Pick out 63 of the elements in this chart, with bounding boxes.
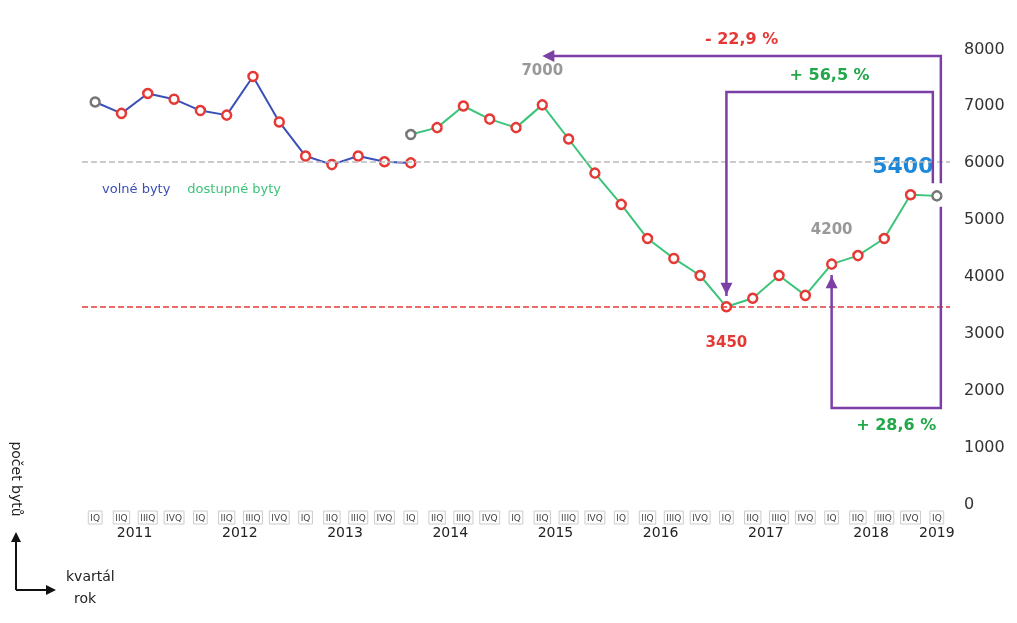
y-tick-label: 6000 bbox=[964, 152, 1005, 172]
text: 2013 bbox=[327, 524, 363, 540]
x-tick-label: IIQ bbox=[220, 512, 233, 523]
x-tick-label: IQ bbox=[511, 512, 521, 523]
y-tick-label: 5000 bbox=[964, 209, 1005, 229]
text: 2017 bbox=[748, 524, 784, 540]
x-tick-label: IIIQ bbox=[876, 512, 892, 523]
annotation: + 28,6 % bbox=[856, 415, 937, 434]
x-tick-label: IIQ bbox=[851, 512, 865, 523]
annotation: + 56,5 % bbox=[789, 65, 870, 84]
x-tick-label: IVQ bbox=[586, 512, 603, 523]
x-tick-label: IQ bbox=[616, 512, 627, 523]
x-tick-label: IIIQ bbox=[455, 512, 471, 523]
x-tick-label: IVQ bbox=[902, 512, 919, 523]
data-label: 5400 bbox=[872, 152, 934, 178]
x-tick-label: IVQ bbox=[376, 512, 393, 523]
x-tick-label: IIQ bbox=[325, 512, 339, 523]
x-tick-label: IQ bbox=[721, 512, 732, 523]
y-tick-label: 7000 bbox=[964, 95, 1005, 115]
y-tick-label: 4000 bbox=[964, 266, 1005, 285]
x-tick-label: IIQ bbox=[641, 512, 654, 523]
text: - 22,9 % bbox=[704, 29, 779, 48]
data-label: 3450 bbox=[705, 333, 748, 352]
x-tick-label: IIIQ bbox=[666, 512, 682, 523]
y-tick-label: 2000 bbox=[964, 379, 1005, 399]
y-tick-label: 1000 bbox=[964, 436, 1005, 456]
x-tick-label: IIIQ bbox=[245, 512, 261, 523]
text: 2018 bbox=[853, 524, 889, 540]
y-tick-label: 3000 bbox=[964, 322, 1005, 342]
x-axis-title: kvartál bbox=[66, 568, 115, 584]
text: 2014 bbox=[432, 524, 469, 540]
x-tick-label: IQ bbox=[90, 512, 101, 523]
x-tick-label: IIIQ bbox=[350, 512, 366, 523]
text: 2019 bbox=[919, 524, 955, 540]
data-label: 7000 bbox=[521, 60, 564, 79]
y-tick-label: 0 bbox=[964, 493, 975, 513]
x-tick-label: IIIQ bbox=[140, 512, 156, 523]
x-tick-label: IIQ bbox=[430, 512, 444, 523]
text: 2015 bbox=[537, 524, 574, 540]
text: volné byty bbox=[102, 180, 171, 196]
text: rok bbox=[74, 590, 97, 606]
x-tick-label: IIQ bbox=[115, 512, 128, 523]
data-label: 4200 bbox=[810, 219, 853, 238]
y-axis-title: počet bytů bbox=[9, 441, 25, 517]
x-tick-label: IIQ bbox=[536, 512, 549, 523]
x-tick-label: IIIQ bbox=[771, 512, 787, 523]
text: dostupné byty bbox=[187, 180, 282, 196]
x-tick-label: IQ bbox=[300, 512, 311, 523]
x-tick-label: IVQ bbox=[692, 512, 709, 523]
text: 2016 bbox=[642, 524, 679, 540]
x-tick-label: IQ bbox=[826, 512, 837, 523]
text: 2012 bbox=[222, 524, 258, 540]
x-tick-label: IIIQ bbox=[561, 512, 577, 523]
x-tick-label: IIQ bbox=[746, 512, 759, 523]
x-tick-label: IVQ bbox=[166, 512, 183, 523]
x-tick-label: IQ bbox=[931, 512, 942, 523]
y-tick-label: 8000 bbox=[964, 38, 1005, 58]
x-tick-label: IVQ bbox=[481, 512, 498, 523]
x-tick-label: IVQ bbox=[271, 512, 288, 523]
x-tick-label: IQ bbox=[195, 512, 206, 523]
x-tick-label: IVQ bbox=[797, 512, 814, 523]
text: 2011 bbox=[116, 524, 153, 540]
x-tick-label: IQ bbox=[405, 512, 416, 523]
